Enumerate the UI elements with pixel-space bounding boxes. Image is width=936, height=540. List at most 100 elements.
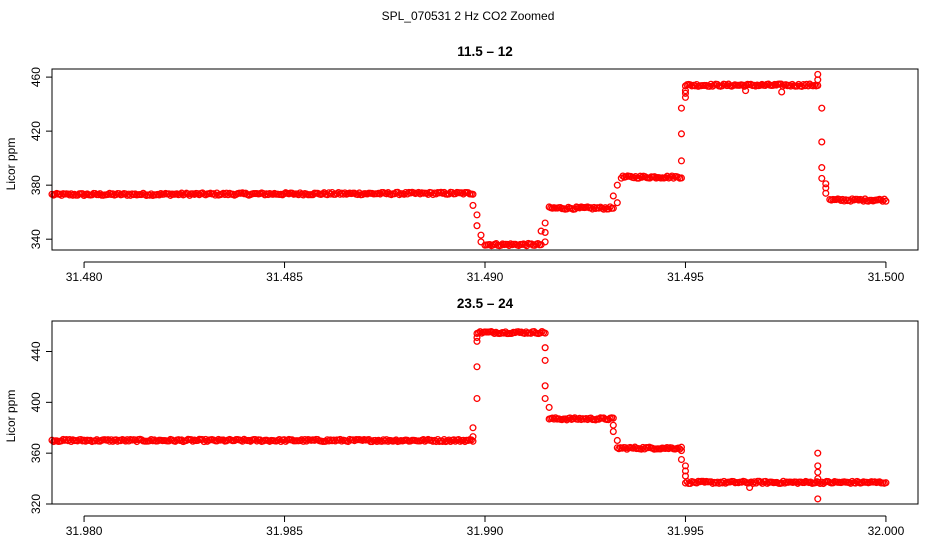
data-point (155, 191, 163, 199)
data-point (123, 191, 131, 199)
y-tick-label: 320 (29, 494, 43, 514)
data-point (541, 228, 549, 236)
data-point (609, 421, 617, 429)
data-point (536, 329, 544, 337)
data-point (541, 356, 549, 364)
data-point (302, 437, 311, 445)
data-point (419, 436, 427, 444)
y-tick-label: 360 (29, 443, 43, 463)
data-point (814, 462, 822, 470)
data-point (66, 436, 74, 444)
data-point (730, 477, 738, 486)
data-point (545, 403, 553, 411)
data-point (86, 436, 94, 444)
x-tick-label: 31.995 (667, 524, 704, 538)
data-point (742, 87, 750, 95)
plot-frame (51, 68, 919, 251)
data-point (445, 436, 453, 444)
data-point (189, 437, 197, 445)
data-point (104, 190, 112, 198)
data-point (537, 227, 545, 235)
data-point (238, 437, 247, 445)
data-point (778, 479, 786, 487)
x-axis: 31.480 31.485 31.490 31.495 31.500 (66, 261, 905, 284)
data-point (677, 104, 685, 112)
plot-frame (51, 320, 919, 505)
x-axis: 31.980 31.985 31.990 31.995 32.000 (66, 515, 905, 538)
data-point (677, 130, 685, 138)
data-point (681, 479, 690, 487)
data-point (194, 436, 202, 445)
data-point (677, 174, 685, 182)
data-points (48, 327, 890, 503)
data-point (803, 80, 811, 88)
figure-title: SPL_070531 2 Hz CO2 Zoomed (381, 9, 555, 23)
data-point (222, 189, 231, 197)
data-point (213, 437, 221, 445)
x-tick-label: 31.990 (467, 524, 504, 538)
data-point (818, 104, 826, 112)
data-point (473, 363, 481, 371)
data-point (630, 174, 638, 182)
data-point (566, 414, 574, 422)
data-point (469, 201, 477, 209)
y-tick-label: 420 (29, 121, 43, 141)
data-point (818, 138, 826, 146)
y-tick-label: 380 (29, 175, 43, 195)
data-point (839, 195, 847, 203)
data-point (609, 414, 617, 422)
data-point (793, 82, 801, 90)
y-tick-label: 460 (29, 67, 43, 87)
data-point (67, 190, 75, 198)
data-point (677, 455, 685, 464)
data-point (187, 436, 195, 444)
data-point (473, 337, 481, 345)
data-point (473, 211, 481, 219)
data-point (473, 394, 481, 403)
data-points (48, 70, 890, 250)
data-point (294, 191, 303, 199)
data-point (613, 181, 621, 189)
data-point (606, 203, 614, 211)
data-point (822, 180, 830, 188)
data-point (609, 192, 617, 200)
data-point (497, 241, 505, 249)
data-point (818, 174, 826, 182)
data-point (350, 437, 359, 445)
data-point (541, 382, 549, 390)
data-point (762, 477, 770, 485)
data-point (251, 435, 259, 444)
data-point (818, 164, 826, 172)
chart-title: 23.5 – 24 (457, 296, 514, 311)
data-point (629, 444, 637, 452)
data-point (176, 190, 184, 198)
data-point (882, 479, 890, 487)
data-point (373, 437, 381, 446)
x-tick-label: 31.485 (266, 270, 303, 284)
data-point (414, 188, 423, 197)
y-axis: 340 380 420 460 (29, 67, 52, 249)
data-point (713, 478, 722, 486)
x-tick-label: 31.480 (66, 270, 103, 284)
data-point (439, 437, 447, 446)
data-point (779, 477, 787, 485)
data-point (469, 190, 477, 198)
data-point (601, 204, 609, 212)
data-point (609, 204, 617, 212)
data-point (847, 479, 855, 487)
data-point (341, 189, 349, 197)
chart-title: 11.5 – 12 (457, 44, 513, 59)
data-point (451, 190, 459, 198)
data-point (107, 436, 115, 444)
x-tick-label: 31.985 (266, 524, 303, 538)
data-point (613, 199, 621, 207)
data-point (882, 197, 890, 205)
data-point (814, 468, 822, 476)
data-point (877, 196, 885, 204)
data-point (469, 437, 477, 445)
data-point (822, 189, 830, 197)
data-point (650, 173, 659, 181)
data-point (609, 428, 617, 436)
